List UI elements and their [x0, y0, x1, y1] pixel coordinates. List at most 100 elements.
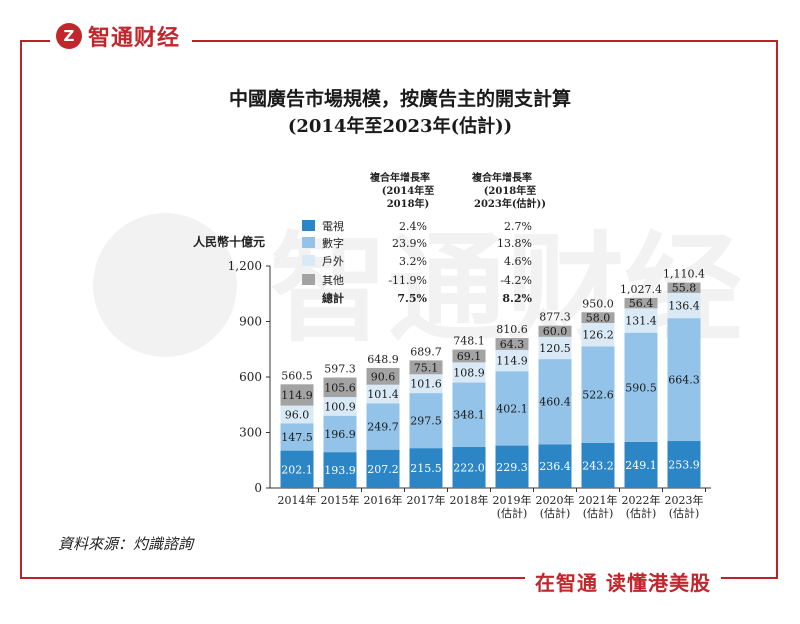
legend-label: 數字 [322, 236, 344, 250]
data-label: 55.8 [672, 282, 697, 295]
bar-outdoor [366, 384, 400, 404]
bar-tv [581, 443, 615, 488]
bar-other [495, 338, 529, 350]
source-note: 資料來源：灼識諮詢 [58, 535, 194, 553]
data-label: 229.3 [496, 461, 528, 474]
x-tick-label: 2020年(估計) [536, 493, 575, 520]
data-label: 114.9 [496, 355, 528, 368]
total-label: 950.0 [582, 297, 614, 310]
cagr-value-2018-2023: 13.8% [497, 237, 532, 250]
data-label: 114.9 [281, 389, 313, 402]
total-label: 689.7 [410, 345, 442, 358]
x-tick-label: 2023年(估計) [665, 493, 704, 520]
bar-outdoor [409, 374, 443, 394]
legend-swatch [302, 255, 315, 266]
slogan: 在智通 读懂港美股 [525, 567, 721, 596]
total-label: 810.6 [496, 323, 528, 336]
bar-outdoor [452, 362, 486, 383]
bar-tv [409, 448, 443, 488]
legend-swatch [302, 220, 315, 231]
data-label: 60.0 [543, 325, 568, 338]
data-label: 131.4 [625, 315, 657, 328]
bar-outdoor [667, 292, 701, 319]
bar-digital [452, 382, 486, 447]
data-label: 136.4 [668, 300, 700, 313]
data-label: 222.0 [453, 461, 485, 474]
bar-other [667, 282, 701, 293]
cagr-value-2014-2018: 7.5% [397, 292, 427, 305]
bar-outdoor [495, 349, 529, 372]
x-tick-label: 2022年(估計) [622, 493, 661, 520]
bar-outdoor [538, 336, 572, 360]
data-label: 147.5 [281, 431, 313, 444]
y-axis-label: 人民幣十億元 [193, 234, 265, 249]
frame-bottom [20, 577, 778, 579]
cagr-value-2018-2023: 4.6% [504, 255, 532, 268]
cagr-header: 複合年增長率(2014年至 2018年) [369, 171, 434, 210]
bar-outdoor [323, 397, 357, 416]
total-label: 648.9 [367, 353, 399, 366]
bar-outdoor [581, 322, 615, 347]
bar-other [624, 297, 658, 309]
legend-label: 電視 [322, 219, 344, 233]
bar-digital [581, 346, 615, 444]
bar-outdoor [624, 308, 658, 333]
frame-top-left [20, 40, 50, 42]
bar-tv [366, 449, 400, 488]
bar-other [538, 325, 572, 337]
bar-digital [667, 318, 701, 442]
legend-swatch [302, 237, 315, 248]
data-label: 193.9 [324, 464, 356, 477]
x-tick-label: 2014年 [278, 493, 317, 507]
bar-digital [495, 371, 529, 446]
x-tick-label: 2021年(估計) [579, 493, 618, 520]
legend-swatch [302, 274, 315, 285]
cagr-header: 複合年增長率(2018年至 2023年(估計)) [471, 171, 546, 210]
data-label: 69.1 [457, 350, 482, 363]
data-label: 56.4 [629, 297, 654, 310]
bar-digital [280, 423, 314, 451]
cagr-value-2018-2023: -4.2% [500, 274, 532, 287]
x-tick-label: 2017年 [407, 493, 446, 507]
bar-digital [624, 332, 658, 442]
y-tick-label: 0 [254, 481, 262, 495]
brand-name: 智通财经 [88, 26, 181, 51]
data-label: 108.9 [453, 366, 485, 379]
bar-other [323, 377, 357, 398]
chart-subtitle: (2014年至2023年(估計)) [287, 116, 513, 137]
cagr-value-2014-2018: 23.9% [392, 237, 427, 250]
cagr-value-2014-2018: -11.9% [388, 274, 427, 287]
total-label: 597.3 [324, 362, 356, 375]
brand-logo-icon: Z [56, 23, 82, 49]
legend-label: 其他 [322, 274, 344, 287]
bar-tv [495, 445, 529, 488]
data-label: 120.5 [539, 342, 571, 355]
data-label: 249.7 [367, 421, 399, 434]
total-label: 1,027.4 [620, 283, 662, 296]
bar-tv [624, 441, 658, 488]
data-label: 590.5 [625, 381, 657, 394]
chart-title: 中國廣告市場規模，按廣告主的開支計算 [228, 88, 571, 110]
total-label: 748.1 [453, 335, 485, 348]
data-label: 105.6 [324, 381, 356, 394]
cagr-value-2018-2023: 8.2% [502, 292, 532, 305]
data-label: 101.4 [367, 388, 399, 401]
data-label: 236.4 [539, 460, 571, 473]
data-label: 96.0 [285, 408, 310, 421]
frame-left [20, 40, 22, 578]
bar-tv [323, 452, 357, 488]
x-tick-label: 2018年 [450, 493, 489, 507]
y-tick-label: 900 [239, 315, 262, 329]
bar-other [581, 312, 615, 323]
bar-other [409, 360, 443, 375]
bar-tv [667, 441, 701, 488]
data-label: 243.2 [582, 460, 614, 473]
bar-outdoor [280, 405, 314, 424]
data-label: 215.5 [410, 462, 442, 475]
bar-digital [538, 359, 572, 445]
y-tick-label: 300 [239, 426, 262, 440]
frame-right [776, 40, 778, 578]
data-label: 297.5 [410, 415, 442, 428]
data-label: 460.4 [539, 396, 571, 409]
y-tick-label: 600 [239, 370, 262, 384]
